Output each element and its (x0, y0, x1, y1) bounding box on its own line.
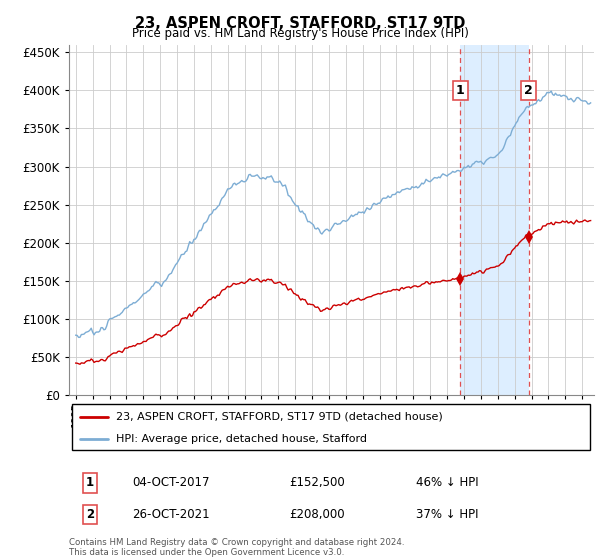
Text: HPI: Average price, detached house, Stafford: HPI: Average price, detached house, Staf… (116, 434, 367, 444)
FancyBboxPatch shape (71, 404, 590, 450)
Text: 2: 2 (524, 84, 533, 97)
Text: 37% ↓ HPI: 37% ↓ HPI (415, 508, 478, 521)
Text: 46% ↓ HPI: 46% ↓ HPI (415, 476, 478, 489)
Text: £152,500: £152,500 (290, 476, 345, 489)
Text: 23, ASPEN CROFT, STAFFORD, ST17 9TD (detached house): 23, ASPEN CROFT, STAFFORD, ST17 9TD (det… (116, 412, 443, 422)
Text: 23, ASPEN CROFT, STAFFORD, ST17 9TD: 23, ASPEN CROFT, STAFFORD, ST17 9TD (135, 16, 465, 31)
Text: Contains HM Land Registry data © Crown copyright and database right 2024.
This d: Contains HM Land Registry data © Crown c… (69, 538, 404, 557)
Text: £208,000: £208,000 (290, 508, 345, 521)
Text: 1: 1 (456, 84, 464, 97)
Text: 04-OCT-2017: 04-OCT-2017 (132, 476, 209, 489)
Bar (460, 45, 529, 395)
Text: 26-OCT-2021: 26-OCT-2021 (132, 508, 209, 521)
Text: 2: 2 (86, 508, 94, 521)
Text: Price paid vs. HM Land Registry's House Price Index (HPI): Price paid vs. HM Land Registry's House … (131, 27, 469, 40)
Text: 1: 1 (86, 476, 94, 489)
